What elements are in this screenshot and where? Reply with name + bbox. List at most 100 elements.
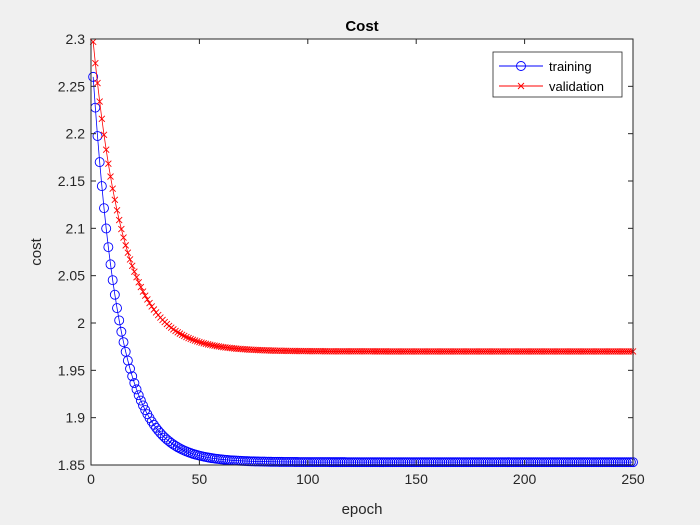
y-tick-label: 2.1	[66, 220, 86, 236]
training-point	[105, 259, 116, 270]
x-tick-label: 200	[513, 471, 537, 487]
y-tick-label: 1.9	[66, 410, 86, 426]
validation-point	[139, 288, 147, 295]
validation-point	[185, 334, 192, 342]
chart-title: Cost	[345, 18, 378, 35]
training-point	[88, 71, 99, 82]
validation-point	[118, 225, 125, 233]
validation-point	[148, 303, 156, 310]
validation-point	[191, 337, 199, 344]
validation-point	[131, 268, 138, 276]
training-point	[96, 181, 107, 192]
validation-point	[144, 296, 151, 303]
training-point	[94, 157, 105, 168]
training-line	[92, 76, 633, 463]
training-point	[92, 131, 103, 141]
validation-point	[178, 331, 186, 339]
training-point	[103, 242, 114, 253]
training-point	[135, 395, 146, 406]
legend-training-marker	[516, 61, 526, 71]
y-tick-label: 1.85	[58, 457, 85, 473]
validation-point	[120, 234, 127, 241]
training-point	[122, 355, 133, 366]
validation-point	[180, 332, 188, 340]
training-point	[177, 444, 188, 455]
legend-validation-label: validation	[549, 79, 604, 94]
validation-point	[113, 206, 121, 214]
training-point	[125, 363, 135, 374]
legend-box	[492, 51, 623, 98]
training-point	[621, 457, 632, 468]
series-layer	[88, 38, 638, 468]
validation-point	[135, 279, 143, 286]
validation-point	[202, 340, 210, 348]
validation-point	[126, 256, 134, 263]
plot-area	[91, 39, 633, 465]
x-tick-label: 100	[296, 471, 320, 487]
training-point	[625, 457, 636, 468]
validation-point	[102, 146, 110, 154]
training-point	[174, 443, 185, 454]
training-point	[112, 303, 122, 314]
y-tick-label: 2.15	[58, 173, 85, 189]
validation-point	[115, 216, 123, 224]
validation-point	[141, 292, 149, 299]
training-point	[107, 275, 118, 286]
y-tick-label: 2	[77, 315, 85, 331]
training-point	[114, 315, 125, 326]
validation-point	[189, 336, 197, 344]
training-point	[99, 203, 109, 214]
legend-training-label: training	[549, 59, 592, 74]
validation-point	[100, 131, 108, 139]
x-tick-label: 50	[192, 471, 208, 487]
x-tick-label: 150	[405, 471, 429, 487]
validation-point	[193, 338, 201, 345]
validation-point	[98, 115, 106, 123]
validation-point	[133, 273, 140, 281]
training-point	[131, 384, 142, 395]
validation-point	[150, 306, 158, 313]
validation-point	[187, 335, 195, 343]
validation-point	[92, 59, 99, 67]
training-point	[138, 400, 148, 411]
y-tick-label: 2.3	[66, 31, 86, 47]
axes-box	[90, 38, 634, 466]
y-tick-label: 2.2	[66, 126, 86, 142]
validation-point	[107, 173, 114, 180]
validation-point	[198, 339, 205, 347]
validation-point	[196, 338, 203, 346]
training-point	[127, 371, 138, 382]
validation-point	[122, 242, 130, 249]
validation-point	[124, 249, 132, 256]
series-validation	[89, 38, 637, 355]
validation-point	[183, 333, 190, 341]
validation-point	[105, 160, 112, 167]
training-point	[133, 390, 144, 401]
validation-point	[128, 262, 136, 270]
validation-point	[111, 196, 119, 204]
x-tick-label: 250	[621, 471, 645, 487]
training-point	[109, 289, 120, 300]
y-tick-label: 1.95	[58, 362, 85, 378]
training-point	[179, 445, 190, 456]
training-point	[101, 223, 112, 234]
y-tick-label: 2.05	[58, 268, 85, 284]
series-training	[88, 71, 638, 468]
x-axis-label: epoch	[342, 501, 383, 518]
validation-point	[200, 339, 208, 347]
validation-point	[94, 79, 101, 87]
validation-point	[146, 299, 153, 307]
training-point	[129, 378, 140, 389]
validation-point	[137, 283, 145, 291]
training-point	[118, 337, 129, 348]
training-point	[116, 326, 127, 337]
ticks-layer: 0 50 100 150 200 250 1.85 1.9 1.95 2 2.05 2.1 2.15 2.…	[58, 31, 645, 487]
legend-validation-marker	[517, 82, 525, 90]
y-tick-label: 2.25	[58, 78, 85, 94]
x-tick-label: 0	[87, 471, 95, 487]
legend: training validation	[492, 51, 623, 98]
validation-point	[96, 98, 103, 105]
validation-point	[109, 185, 116, 192]
